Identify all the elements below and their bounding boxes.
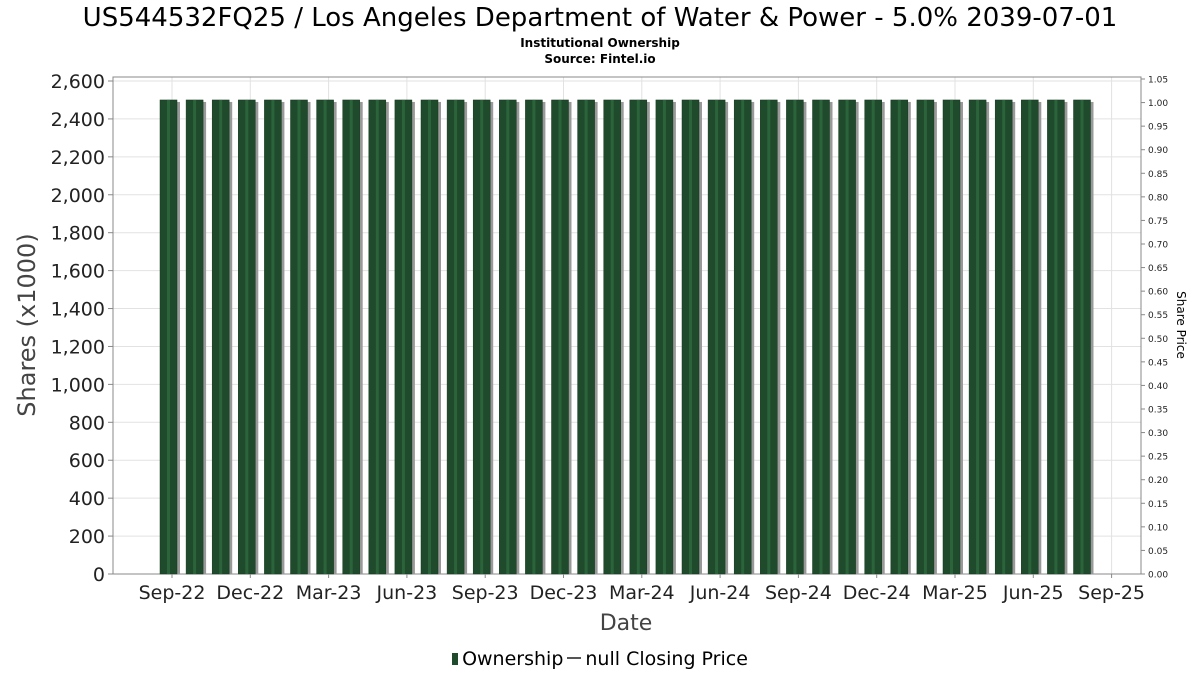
x-tick-label: Jun-25: [1002, 582, 1064, 604]
x-tick-label: Sep-23: [452, 582, 519, 604]
y2-tick-label: 0.75: [1148, 217, 1168, 227]
y2-tick-label: 0.80: [1148, 193, 1168, 203]
x-tick-label: Sep-22: [139, 582, 206, 604]
bar-highlight: [871, 99, 875, 574]
y2-tick-label: 0.45: [1148, 358, 1168, 368]
y-tick-label: 2,200: [51, 147, 105, 169]
x-tick-label: Dec-24: [843, 582, 911, 604]
bar-highlight: [584, 99, 588, 574]
bar-highlight: [793, 99, 797, 574]
y2-tick-label: 1.05: [1148, 76, 1168, 86]
bar-highlight: [219, 99, 223, 574]
bar-highlight: [401, 99, 405, 574]
bar-highlight: [506, 99, 510, 574]
chart-subtitle: Institutional Ownership: [520, 36, 680, 50]
y2-tick-label: 0.55: [1148, 311, 1168, 321]
x-tick-label: Jun-23: [376, 582, 438, 604]
chart-title: US544532FQ25 / Los Angeles Department of…: [82, 3, 1118, 33]
bar-highlight: [715, 99, 719, 574]
bar-highlight: [819, 99, 823, 574]
bar-highlight: [454, 99, 458, 574]
y-tick-label: 0: [93, 564, 105, 586]
y-tick-label: 2,000: [51, 185, 105, 207]
chart-source: Source: Fintel.io: [544, 52, 656, 66]
bar-highlight: [271, 99, 275, 574]
x-tick-label: Sep-24: [765, 582, 832, 604]
y2-tick-label: 0.20: [1148, 476, 1168, 486]
bar-highlight: [297, 99, 301, 574]
bar-highlight: [1054, 99, 1058, 574]
y2-tick-label: 0.10: [1148, 523, 1168, 533]
y-tick-label: 1,000: [51, 374, 105, 396]
bar-highlight: [976, 99, 980, 574]
plot-area: [112, 76, 1142, 575]
bar-highlight: [323, 99, 327, 574]
y-tick-label: 800: [69, 412, 105, 434]
x-tick-label: Mar-25: [922, 582, 988, 604]
y-tick-label: 400: [69, 488, 105, 510]
bar-highlight: [532, 99, 536, 574]
y-axis-label: Shares (x1000): [13, 233, 41, 416]
bar-highlight: [767, 99, 771, 574]
bar-highlight: [610, 99, 614, 574]
y2-tick-label: 0.30: [1148, 429, 1168, 439]
bar-highlight: [245, 99, 249, 574]
x-tick-label: Jun-24: [689, 582, 751, 604]
bar-highlight: [1028, 99, 1032, 574]
bar-highlight: [558, 99, 562, 574]
bar-highlight: [923, 99, 927, 574]
y2-tick-label: 0.05: [1148, 547, 1168, 557]
y2-tick-label: 0.50: [1148, 335, 1168, 345]
x-axis-label: Date: [600, 611, 653, 636]
x-tick-label: Dec-22: [216, 582, 284, 604]
ownership-legend-swatch: [452, 653, 459, 665]
ownership-legend-label: Ownership: [462, 648, 564, 670]
y2-tick-label: 0.70: [1148, 241, 1168, 251]
bar-highlight: [741, 99, 745, 574]
bar-highlight: [193, 99, 197, 574]
x-tick-label: Dec-23: [530, 582, 598, 604]
bar-highlight: [845, 99, 849, 574]
x-tick-label: Mar-24: [609, 582, 675, 604]
x-tick-label: Mar-23: [296, 582, 362, 604]
bar-highlight: [950, 99, 953, 574]
bar-highlight: [167, 99, 170, 574]
y-tick-label: 2,600: [51, 71, 105, 93]
bar-highlight: [689, 99, 692, 574]
y2-tick-label: 0.60: [1148, 288, 1168, 298]
y2-tick-label: 0.25: [1148, 453, 1168, 463]
y2-tick-label: 0.40: [1148, 382, 1168, 392]
y-tick-label: 1,200: [51, 336, 105, 358]
y2-tick-label: 0.65: [1148, 264, 1168, 274]
y2-tick-label: 0.85: [1148, 170, 1168, 180]
bar-highlight: [636, 99, 640, 574]
y2-tick-label: 0.15: [1148, 500, 1168, 510]
y2-tick-label: 0.35: [1148, 406, 1168, 416]
chart-legend: Ownership null Closing Price: [0, 647, 1200, 671]
price-legend-line: [567, 657, 582, 659]
price-legend-label: null Closing Price: [585, 648, 748, 670]
y-tick-label: 1,400: [51, 299, 105, 321]
bar-highlight: [428, 99, 431, 574]
y-tick-label: 600: [69, 450, 105, 472]
bar-highlight: [349, 99, 353, 574]
y2-tick-label: 1.00: [1148, 99, 1168, 109]
bar-highlight: [1002, 99, 1006, 574]
bar-highlight: [897, 99, 901, 574]
bar-highlight: [662, 99, 666, 574]
y2-tick-label: 0.95: [1148, 123, 1168, 133]
y-tick-label: 1,800: [51, 223, 105, 245]
bar-highlight: [375, 99, 379, 574]
x-tick-label: Sep-25: [1078, 582, 1145, 604]
bar-highlight: [1080, 99, 1084, 574]
y2-axis-label: Share Price: [1174, 291, 1188, 359]
y2-tick-label: 0.90: [1148, 146, 1168, 156]
y2-tick-label: 0.00: [1148, 571, 1168, 581]
y-tick-label: 1,600: [51, 261, 105, 283]
y-tick-label: 200: [69, 526, 105, 548]
bar-highlight: [480, 99, 484, 574]
y-tick-label: 2,400: [51, 109, 105, 131]
